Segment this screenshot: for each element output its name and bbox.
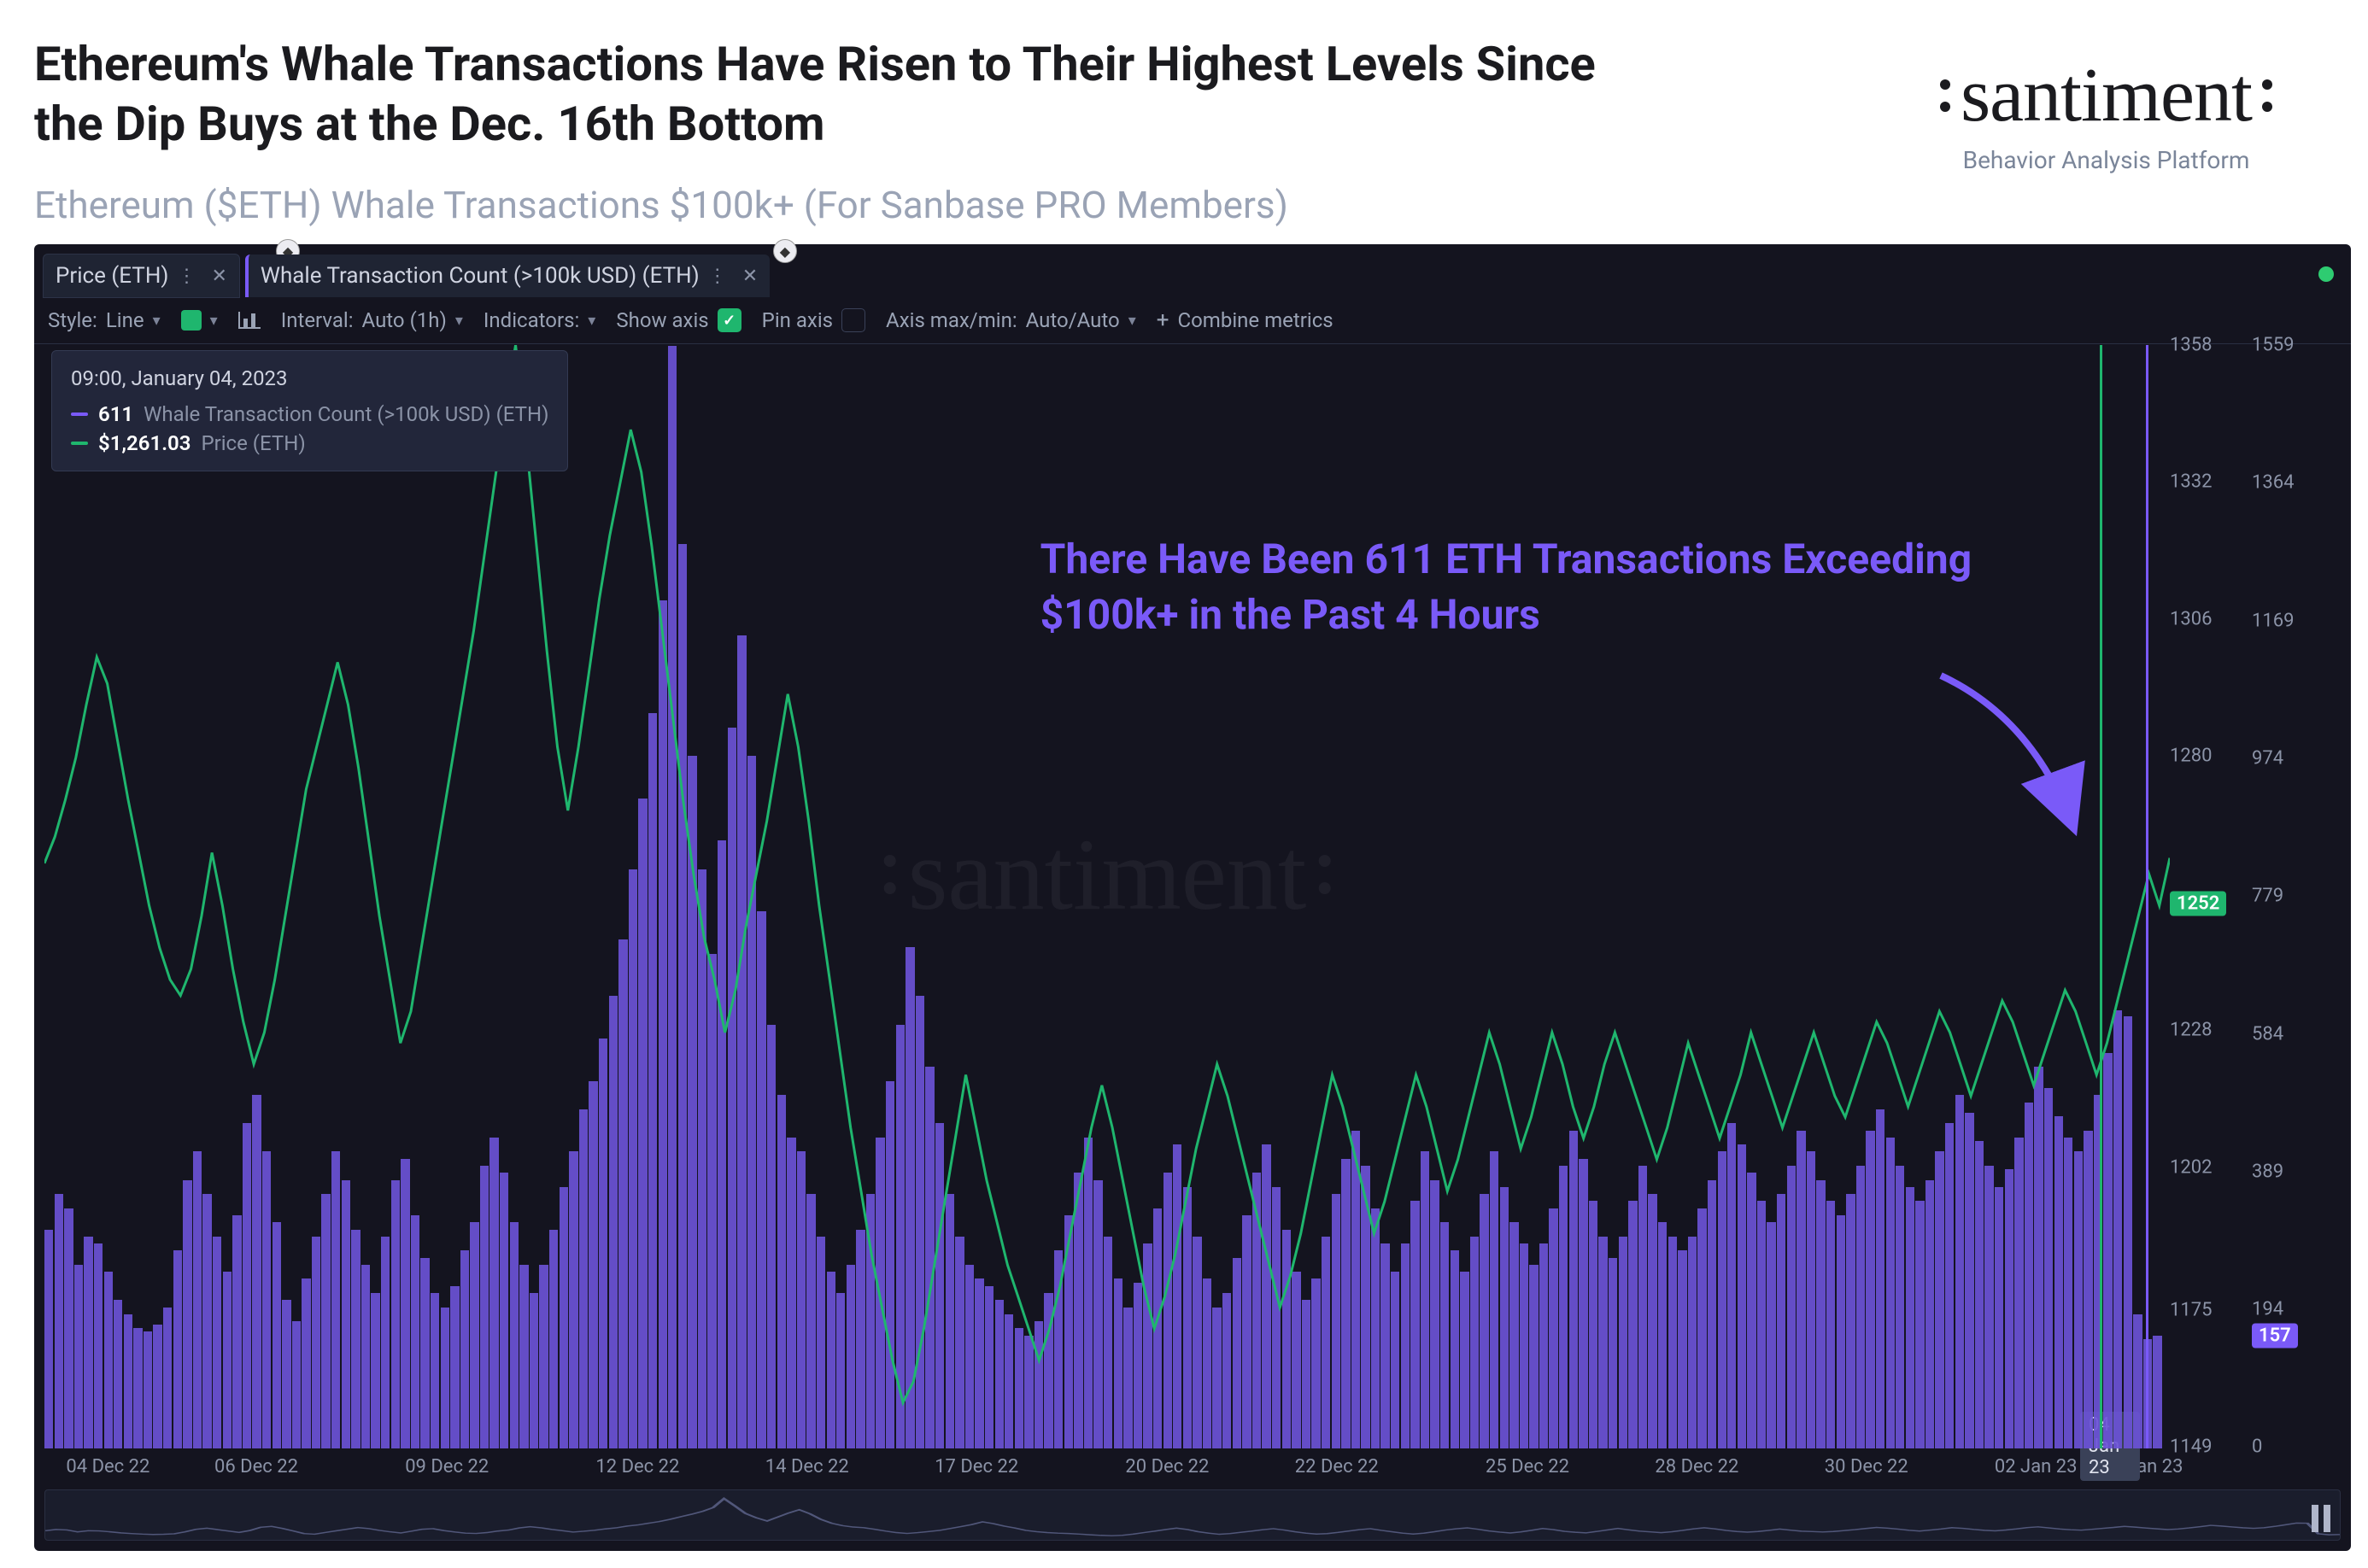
chart-shell: ◆ Price (ETH) ⋮ ✕ ◆ Whale Transaction Co…	[34, 244, 2351, 1551]
chevron-down-icon: ▾	[588, 312, 595, 330]
price-line	[44, 345, 2170, 1450]
tab-price[interactable]: ◆ Price (ETH) ⋮ ✕	[43, 254, 240, 298]
interval-selector[interactable]: Interval: Auto (1h) ▾	[281, 308, 463, 332]
brand-name: santiment	[1961, 51, 2252, 139]
indicators-selector[interactable]: Indicators: ▾	[484, 308, 595, 332]
checkbox-checked-icon: ✓	[718, 308, 741, 332]
axis-minmax-label: Axis max/min:	[886, 308, 1017, 332]
indicators-label: Indicators:	[484, 308, 579, 332]
overview-strip[interactable]	[44, 1489, 2341, 1541]
hover-tooltip: 09:00, January 04, 2023 611Whale Transac…	[51, 350, 568, 471]
combine-metrics-button[interactable]: + Combine metrics	[1157, 307, 1333, 333]
chart-body: santiment There Have Been 611 ETH Transa…	[44, 345, 2341, 1483]
pin-axis-toggle[interactable]: Pin axis	[762, 308, 865, 332]
brand-tagline: Behavior Analysis Platform	[1930, 146, 2283, 174]
color-selector[interactable]: ▾	[181, 310, 218, 331]
style-value: Line	[106, 308, 144, 332]
chart-toolbar: Style: Line ▾ ▾ Interval: Auto (1h) ▾ In…	[34, 297, 2351, 344]
ethereum-coin-icon: ◆	[773, 239, 797, 263]
y-axis-whale: 1559136411699747795843891940157	[2252, 345, 2329, 1448]
chevron-down-icon: ▾	[1128, 312, 1136, 330]
annotation-arrow-icon	[1924, 658, 2091, 847]
bar-chart-icon	[238, 312, 261, 329]
pause-icon[interactable]	[2312, 1505, 2330, 1532]
close-icon[interactable]: ✕	[742, 266, 758, 287]
tabs-row: ◆ Price (ETH) ⋮ ✕ ◆ Whale Transaction Co…	[34, 244, 2351, 297]
style-label: Style:	[48, 308, 97, 332]
x-axis: 04 Dec 2206 Dec 2209 Dec 2212 Dec 2214 D…	[44, 1448, 2170, 1483]
axis-minmax-selector[interactable]: Axis max/min: Auto/Auto ▾	[886, 308, 1136, 332]
show-axis-label: Show axis	[616, 308, 708, 332]
kebab-icon[interactable]: ⋮	[177, 266, 196, 287]
tooltip-date: 09:00, January 04, 2023	[71, 366, 548, 390]
show-axis-toggle[interactable]: Show axis ✓	[616, 308, 741, 332]
chart-annotation: There Have Been 611 ETH Transactions Exc…	[1040, 532, 1980, 643]
checkbox-empty-icon	[841, 308, 865, 332]
axis-minmax-value: Auto/Auto	[1026, 308, 1120, 332]
style-selector[interactable]: Style: Line ▾	[48, 308, 161, 332]
page-title: Ethereum's Whale Transactions Have Risen…	[34, 34, 1657, 154]
tab-whale-label: Whale Transaction Count (>100k USD) (ETH…	[261, 263, 700, 289]
kebab-icon[interactable]: ⋮	[708, 266, 727, 287]
chevron-down-icon: ▾	[210, 312, 218, 330]
tab-price-label: Price (ETH)	[56, 263, 168, 289]
live-status-dot	[2318, 266, 2334, 282]
pin-axis-label: Pin axis	[762, 308, 833, 332]
interval-value: Auto (1h)	[362, 308, 447, 332]
combine-label: Combine metrics	[1178, 308, 1333, 332]
close-icon[interactable]: ✕	[211, 266, 226, 287]
chevron-down-icon: ▾	[455, 312, 463, 330]
tab-whale[interactable]: ◆ Whale Transaction Count (>100k USD) (E…	[245, 255, 770, 297]
chevron-down-icon: ▾	[153, 312, 161, 330]
overview-sparkline	[45, 1490, 2340, 1540]
plus-icon: +	[1157, 307, 1169, 333]
y-axis-price: 135813321306128012281202117511491252	[2170, 345, 2247, 1448]
interval-label: Interval:	[281, 308, 354, 332]
page-subtitle: Ethereum ($ETH) Whale Transactions $100k…	[34, 183, 2351, 227]
chart-type-icon[interactable]	[238, 312, 261, 329]
color-swatch	[181, 310, 202, 331]
plot-area[interactable]: santiment There Have Been 611 ETH Transa…	[44, 345, 2170, 1448]
brand-logo: santiment Behavior Analysis Platform	[1930, 34, 2283, 174]
